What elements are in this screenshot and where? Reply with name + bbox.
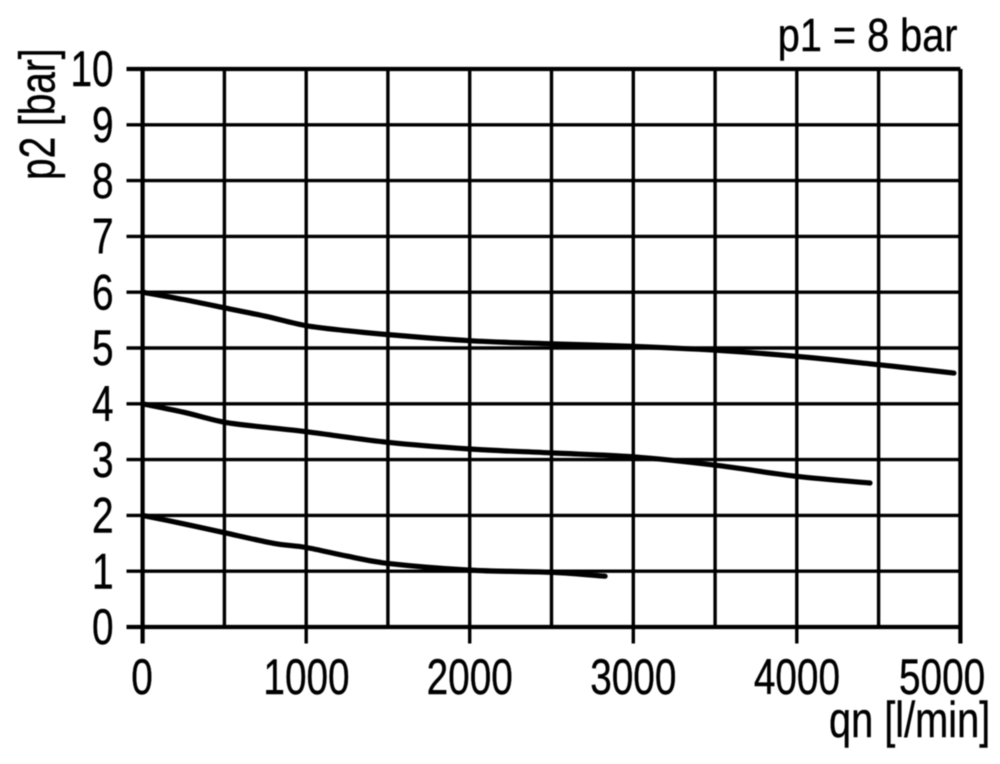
svg-text:2000: 2000 [427, 650, 513, 705]
svg-text:5000: 5000 [899, 650, 985, 705]
svg-text:2: 2 [92, 489, 114, 544]
svg-text:9: 9 [92, 98, 114, 153]
svg-text:7: 7 [92, 210, 114, 265]
svg-text:p1 = 8 bar: p1 = 8 bar [778, 10, 958, 61]
svg-text:0: 0 [92, 601, 114, 656]
svg-text:5: 5 [92, 322, 114, 377]
svg-text:3: 3 [92, 433, 114, 488]
svg-text:p2 [bar]: p2 [bar] [10, 48, 66, 180]
svg-text:4000: 4000 [754, 650, 840, 705]
svg-text:8: 8 [92, 154, 114, 209]
svg-text:6: 6 [92, 266, 114, 321]
svg-text:10: 10 [71, 43, 114, 98]
svg-text:4: 4 [92, 377, 114, 432]
svg-text:3000: 3000 [590, 650, 676, 705]
svg-text:qn [l/min]: qn [l/min] [829, 692, 990, 748]
svg-text:0: 0 [131, 650, 153, 705]
svg-text:1000: 1000 [263, 650, 349, 705]
svg-text:1: 1 [92, 545, 114, 600]
